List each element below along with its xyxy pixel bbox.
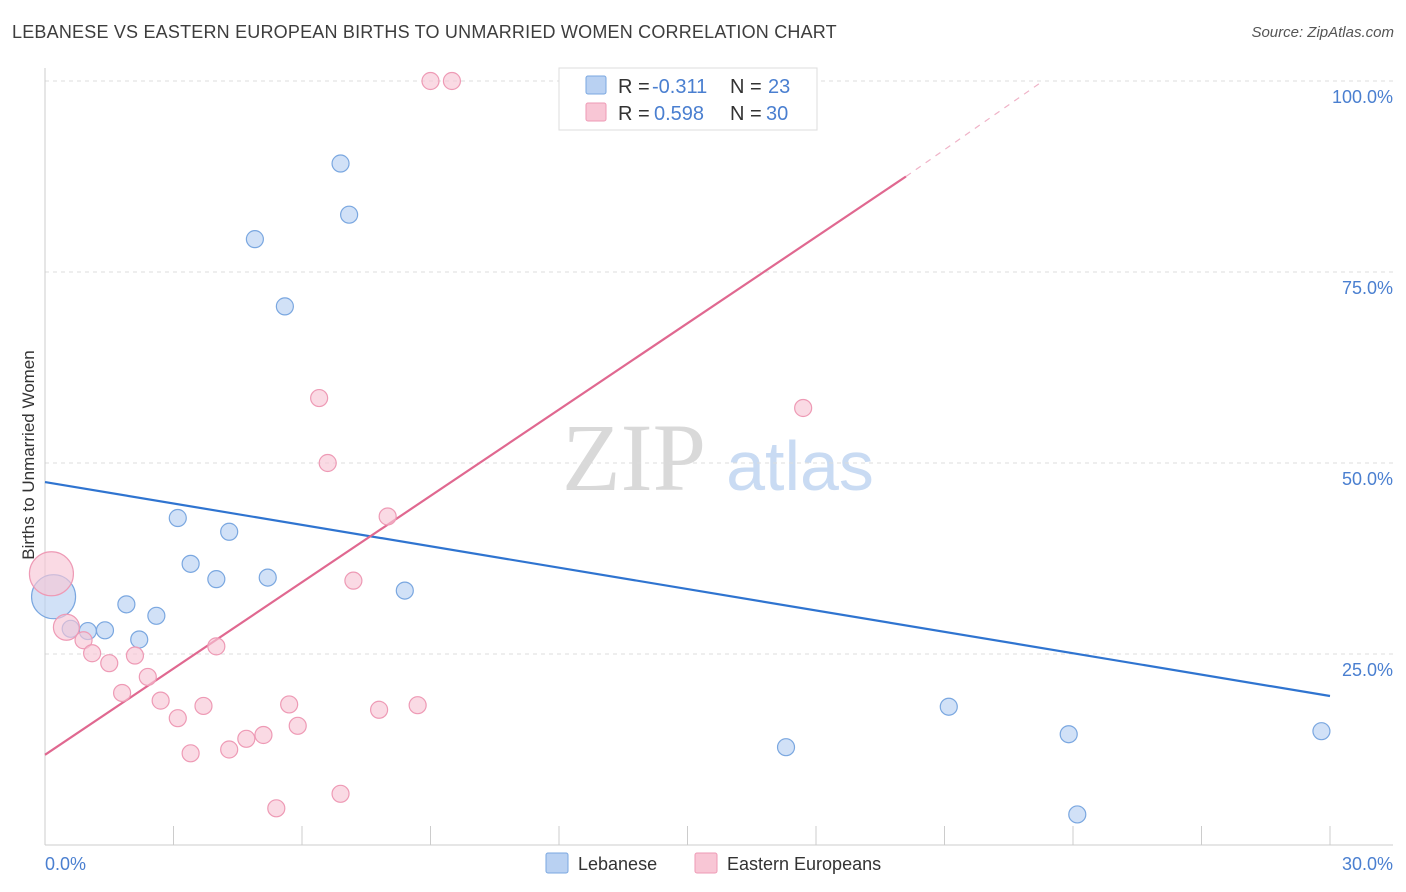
gridlines — [45, 80, 1393, 655]
series-legend-label-lebanese: Lebanese — [578, 854, 657, 874]
point-series-1 — [237, 729, 256, 748]
y-tick-label: 75.0% — [1342, 278, 1393, 298]
series-legend-swatch-eastern-europeans — [694, 852, 718, 874]
point-series-0 — [331, 154, 350, 173]
point-series-1 — [83, 644, 102, 663]
point-series-1 — [794, 398, 813, 418]
point-series-0 — [130, 630, 149, 649]
legend-r-label-2: R = — [618, 103, 650, 125]
point-series-1 — [52, 613, 81, 641]
point-series-0 — [939, 697, 958, 716]
point-series-0 — [181, 554, 200, 573]
point-series-1 — [310, 388, 329, 408]
point-series-1 — [318, 453, 337, 473]
legend-swatch-lebanese — [585, 75, 607, 95]
point-series-1 — [288, 716, 307, 735]
source-label: Source: ZipAtlas.com — [1251, 24, 1394, 41]
watermark-zip: ZIP — [562, 404, 706, 511]
legend-swatch-eastern-europeans — [585, 102, 607, 122]
point-series-1 — [112, 683, 132, 703]
point-series-1 — [74, 631, 93, 650]
trend-lines — [44, 80, 1331, 756]
point-series-0 — [258, 568, 277, 587]
point-series-0 — [395, 581, 414, 600]
y-tick-labels: 25.0% 50.0% 75.0% 100.0% — [1332, 87, 1393, 680]
y-tick-label: 50.0% — [1342, 469, 1393, 489]
legend-n-value-1: 23 — [768, 76, 790, 98]
point-series-1 — [181, 744, 200, 763]
point-series-0 — [1312, 722, 1331, 741]
watermark-atlas: atlas — [726, 427, 874, 505]
trend-line-1 — [44, 175, 907, 756]
point-series-1 — [267, 799, 286, 818]
x-tick-label-min: 0.0% — [45, 854, 86, 874]
stats-legend: R = -0.311 N = 23 R = 0.598 N = 30 — [558, 67, 818, 131]
point-series-1 — [28, 551, 75, 597]
point-series-0 — [147, 606, 166, 625]
point-series-1 — [331, 784, 350, 803]
trend-line-extension-1 — [905, 80, 1044, 177]
point-series-0 — [776, 738, 796, 757]
point-series-1 — [442, 71, 462, 91]
point-series-1 — [408, 696, 427, 715]
point-series-0 — [1068, 805, 1087, 824]
series-legend: Lebanese Eastern Europeans — [545, 852, 881, 874]
legend-n-value-2: 30 — [766, 103, 788, 125]
point-series-0 — [168, 508, 187, 528]
point-series-1 — [254, 725, 273, 745]
point-series-0 — [245, 230, 264, 249]
series-legend-label-eastern-europeans: Eastern Europeans — [727, 854, 881, 874]
point-series-1 — [280, 695, 299, 714]
legend-n-label-2: N = — [730, 103, 762, 125]
point-series-1 — [138, 667, 157, 687]
point-series-1 — [378, 507, 397, 526]
point-series-0 — [340, 205, 359, 224]
point-series-1 — [125, 646, 145, 665]
point-series-0 — [220, 522, 239, 541]
point-series-0 — [275, 297, 294, 316]
point-series-1 — [151, 691, 170, 710]
series-legend-swatch-lebanese — [545, 852, 569, 874]
point-series-0 — [95, 621, 115, 640]
legend-r-value-1: -0.311 — [652, 76, 707, 98]
axes — [44, 68, 1393, 846]
point-series-0 — [207, 570, 226, 589]
y-tick-label: 100.0% — [1332, 87, 1393, 107]
legend-n-label-1: N = — [730, 76, 762, 98]
point-series-0 — [117, 595, 136, 614]
trend-line-0 — [44, 481, 1331, 698]
x-tick-label-max: 30.0% — [1342, 854, 1393, 874]
point-series-1 — [220, 740, 239, 759]
point-series-1 — [100, 654, 119, 673]
point-series-1 — [421, 71, 440, 91]
chart-title: LEBANESE VS EASTERN EUROPEAN BIRTHS TO U… — [12, 22, 837, 42]
y-axis-label: Births to Unmarried Women — [19, 350, 38, 559]
y-tick-label: 25.0% — [1342, 660, 1393, 680]
legend-r-value-2: 0.598 — [654, 103, 704, 125]
point-series-1 — [344, 571, 363, 590]
point-series-1 — [370, 700, 389, 719]
point-series-1 — [194, 696, 213, 716]
legend-r-label-1: R = — [618, 76, 650, 98]
point-series-1 — [168, 709, 187, 728]
point-series-0 — [1059, 725, 1078, 744]
point-series-1 — [207, 637, 226, 656]
